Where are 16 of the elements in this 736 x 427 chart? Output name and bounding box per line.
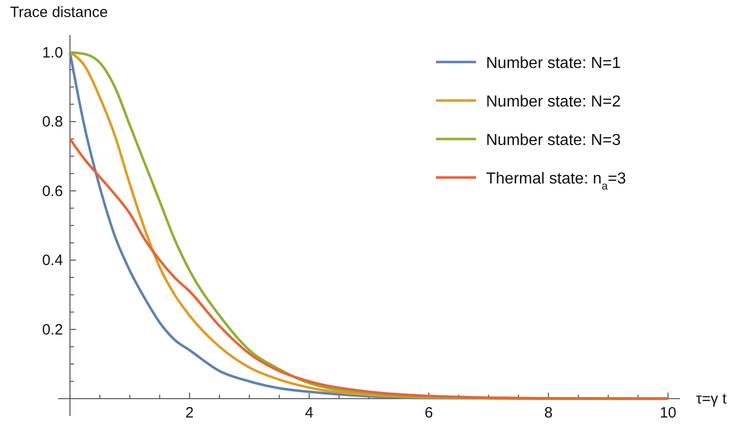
y-tick-label: 0.2 [42, 321, 63, 338]
x-tick-label: 2 [185, 404, 194, 422]
x-axis-title: τ=γ t [696, 390, 728, 408]
x-tick-label: 10 [660, 404, 676, 422]
x-tick-label: 8 [544, 404, 553, 422]
x-tick-label: 6 [424, 404, 433, 422]
legend-label: Number state: N=3 [486, 132, 621, 149]
y-tick-label: 0.8 [42, 114, 63, 131]
y-tick-label: 1.0 [42, 44, 63, 62]
legend-label: Number state: N=2 [486, 94, 621, 110]
legend-label: Thermal state: n$_{a}$=3 [486, 170, 626, 192]
y-tick-label: 0.4 [42, 252, 63, 270]
y-tick-label: 0.6 [42, 182, 63, 200]
x-tick-label: 4 [305, 404, 314, 422]
y-axis-title: Trace distance [10, 4, 108, 21]
legend-label: Number state: N=1 [486, 55, 621, 72]
